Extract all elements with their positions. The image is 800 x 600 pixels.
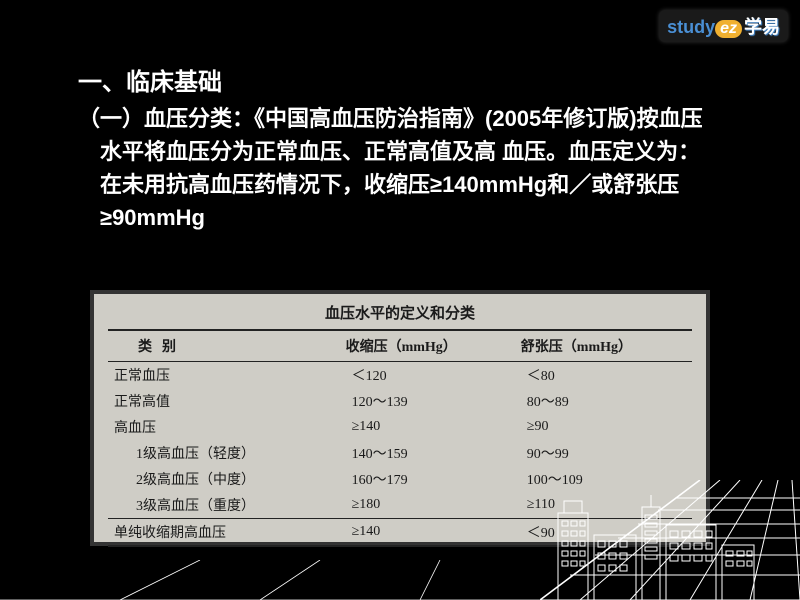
cell-diastolic: 100～109: [517, 466, 692, 492]
logo-cn-text: 学易: [744, 17, 780, 37]
th-systolic: 收缩压（mmHg）: [342, 330, 517, 362]
decor-bottom-grid: [0, 560, 800, 600]
body-paragraph: （一）血压分类：《中国高血压防治指南》(2005年修订版)按血压水平将血压分为正…: [78, 102, 708, 234]
cell-diastolic: ＜90: [517, 519, 692, 547]
table-title: 血压水平的定义和分类: [108, 302, 692, 323]
logo-study-text: study: [667, 17, 715, 37]
table-row: 正常血压＜120＜80: [108, 362, 692, 389]
cell-category: 1级高血压（轻度）: [108, 440, 342, 466]
cell-category: 正常血压: [108, 362, 342, 389]
cell-diastolic: ≥110: [517, 492, 692, 519]
cell-systolic: ＜120: [342, 362, 517, 389]
brand-logo: studyez学易: [659, 10, 788, 42]
cell-systolic: 160～179: [342, 466, 517, 492]
table-row: 3级高血压（重度）≥180≥110: [108, 492, 692, 519]
table-row: 1级高血压（轻度）140～15990～99: [108, 440, 692, 466]
th-diastolic: 舒张压（mmHg）: [517, 330, 692, 362]
bp-table-container: 血压水平的定义和分类 类别 收缩压（mmHg） 舒张压（mmHg） 正常血压＜1…: [90, 290, 710, 546]
cell-diastolic: 80～89: [517, 388, 692, 414]
th-category: 类别: [108, 330, 342, 362]
table-row: 2级高血压（中度）160～179100～109: [108, 466, 692, 492]
cell-category: 正常高值: [108, 388, 342, 414]
table-row: 高血压≥140≥90: [108, 414, 692, 440]
table-header-row: 类别 收缩压（mmHg） 舒张压（mmHg）: [108, 330, 692, 362]
cell-systolic: ≥180: [342, 492, 517, 519]
cell-diastolic: ＜80: [517, 362, 692, 389]
cell-category: 单纯收缩期高血压: [108, 519, 342, 547]
cell-diastolic: ≥90: [517, 414, 692, 440]
section-heading: 一、临床基础: [78, 62, 222, 97]
cell-diastolic: 90～99: [517, 440, 692, 466]
bp-classification-table: 类别 收缩压（mmHg） 舒张压（mmHg） 正常血压＜120＜80正常高值12…: [108, 329, 692, 547]
table-row: 正常高值120～13980～89: [108, 388, 692, 414]
cell-systolic: ≥140: [342, 519, 517, 547]
cell-category: 2级高血压（中度）: [108, 466, 342, 492]
table-row: 单纯收缩期高血压≥140＜90: [108, 519, 692, 547]
cell-systolic: 140～159: [342, 440, 517, 466]
table-body: 正常血压＜120＜80正常高值120～13980～89高血压≥140≥901级高…: [108, 362, 692, 547]
cell-systolic: 120～139: [342, 388, 517, 414]
cell-category: 高血压: [108, 414, 342, 440]
cell-category: 3级高血压（重度）: [108, 492, 342, 519]
cell-systolic: ≥140: [342, 414, 517, 440]
logo-ez-badge: ez: [715, 20, 742, 38]
